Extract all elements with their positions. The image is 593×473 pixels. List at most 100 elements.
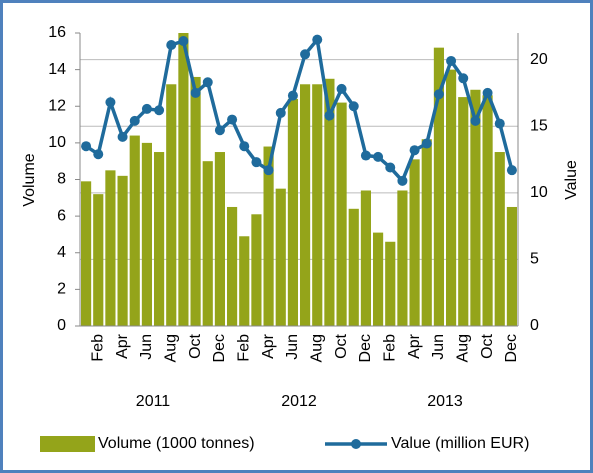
x-tick-label: Aug — [454, 334, 471, 362]
marker — [263, 165, 274, 176]
marker — [141, 103, 152, 114]
marker — [300, 49, 311, 60]
marker — [506, 165, 517, 176]
bar — [275, 188, 286, 326]
x-tick-label: Oct — [479, 333, 496, 358]
marker — [202, 77, 213, 88]
marker — [214, 125, 225, 136]
bar — [93, 194, 104, 326]
x-tick-label: Oct — [333, 333, 350, 358]
bar — [239, 236, 250, 326]
bar — [202, 161, 213, 326]
marker — [373, 151, 384, 162]
marker — [190, 87, 201, 98]
marker — [178, 35, 189, 46]
marker — [336, 83, 347, 94]
bar — [300, 84, 311, 327]
bar — [336, 102, 347, 327]
bar — [141, 142, 152, 326]
legend-label: Value (million EUR) — [391, 435, 529, 452]
bar — [470, 89, 481, 326]
bar — [190, 76, 201, 326]
marker — [470, 115, 481, 126]
marker — [129, 115, 140, 126]
year-label: 2012 — [281, 393, 317, 410]
bar — [263, 146, 274, 326]
x-tick-label: Apr — [406, 333, 423, 359]
marker — [482, 87, 493, 98]
y-tick-label: 8 — [57, 171, 66, 188]
marker — [251, 157, 262, 168]
year-label: 2011 — [136, 393, 171, 410]
marker — [397, 175, 408, 186]
bar — [348, 208, 359, 326]
marker — [348, 101, 359, 112]
marker — [421, 138, 432, 149]
y-tick-label: 0 — [57, 317, 66, 334]
y2-axis-label: Value — [563, 160, 580, 200]
marker — [81, 141, 92, 152]
bar — [251, 214, 262, 326]
y-tick-label: 10 — [48, 134, 66, 151]
marker — [287, 90, 298, 101]
y-tick-label: 14 — [48, 61, 66, 78]
marker — [446, 55, 457, 66]
marker — [117, 131, 128, 142]
bar — [506, 206, 517, 326]
x-tick-label: Dec — [211, 334, 228, 362]
bar — [324, 78, 335, 326]
y2-tick-label: 10 — [530, 184, 548, 201]
bar — [178, 33, 189, 326]
marker — [275, 107, 286, 118]
y-tick-label: 12 — [48, 97, 66, 114]
marker — [458, 73, 469, 84]
y2-tick-label: 20 — [530, 51, 548, 68]
y-tick-label: 4 — [57, 244, 66, 261]
bar — [214, 152, 225, 326]
bar — [227, 206, 238, 326]
x-tick-label: Aug — [308, 334, 325, 362]
bar — [421, 139, 432, 326]
legend-label: Volume (1000 tonnes) — [98, 435, 255, 452]
marker — [239, 141, 250, 152]
x-tick-label: Feb — [89, 334, 106, 362]
x-tick-label: Jun — [284, 334, 301, 360]
bar — [433, 47, 444, 327]
marker — [166, 39, 177, 50]
marker — [105, 97, 116, 108]
y-tick-label: 6 — [57, 207, 66, 224]
bar — [360, 190, 371, 326]
bar — [446, 69, 457, 326]
x-tick-label: Oct — [187, 333, 204, 358]
marker — [433, 89, 444, 100]
y-tick-label: 16 — [48, 24, 66, 41]
marker — [494, 118, 505, 129]
bar — [312, 84, 323, 327]
y-axis-label: Volume — [21, 153, 38, 206]
y2-tick-label: 0 — [530, 317, 539, 334]
x-tick-label: Feb — [381, 334, 398, 362]
marker — [154, 105, 165, 116]
x-tick-label: Apr — [260, 333, 277, 359]
marker — [227, 114, 238, 125]
bar — [117, 175, 128, 326]
bar — [482, 95, 493, 326]
bar — [458, 97, 469, 326]
bar — [409, 159, 420, 326]
legend-swatch — [40, 436, 95, 452]
y2-tick-label: 5 — [530, 251, 539, 268]
marker — [360, 150, 371, 161]
bar — [494, 152, 505, 326]
bar — [166, 84, 177, 327]
bar — [373, 232, 384, 326]
bar — [81, 181, 92, 326]
marker — [409, 145, 420, 156]
bar — [397, 190, 408, 326]
legend-marker — [351, 439, 361, 449]
y-tick-label: 2 — [57, 281, 66, 298]
marker — [324, 110, 335, 121]
bar — [154, 152, 165, 326]
x-tick-label: Apr — [114, 333, 131, 359]
year-label: 2013 — [427, 393, 463, 410]
